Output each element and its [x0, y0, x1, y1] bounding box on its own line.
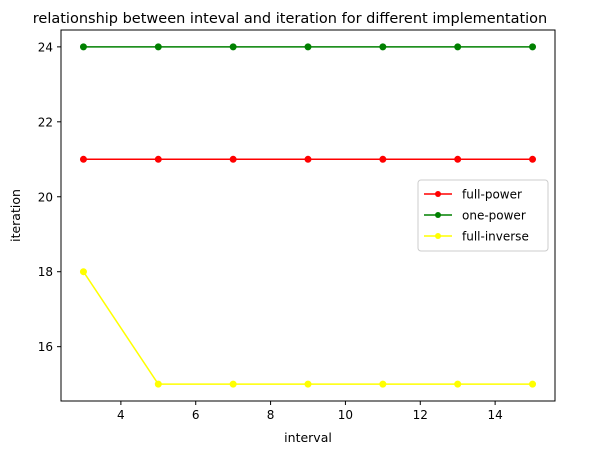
y-axis: 16 18 20 22 24	[38, 40, 61, 354]
legend-box	[417, 179, 549, 252]
data-point	[529, 155, 537, 163]
y-tick-label: 18	[38, 265, 53, 279]
plot-area	[79, 43, 537, 388]
data-point	[304, 155, 312, 163]
data-point	[379, 155, 387, 163]
data-point	[454, 155, 462, 163]
legend: full-power one-power full-inverse	[417, 179, 549, 252]
y-tick-label: 16	[38, 340, 53, 354]
x-tick-label: 10	[338, 408, 353, 422]
data-point	[379, 43, 387, 51]
data-point	[379, 380, 387, 388]
y-tick-label: 24	[38, 40, 53, 54]
data-point	[79, 268, 87, 276]
legend-item: full-inverse	[424, 230, 529, 244]
y-tick-label: 20	[38, 190, 53, 204]
axes-frame	[60, 29, 556, 402]
chart-title: relationship between inteval and iterati…	[33, 11, 547, 27]
x-tick-label: 6	[192, 408, 200, 422]
y-tick-label: 22	[38, 115, 53, 129]
x-axis: 4 6 8 10 12 14	[117, 401, 503, 422]
series-full-power	[79, 155, 537, 163]
x-tick-label: 12	[413, 408, 428, 422]
data-point	[229, 43, 237, 51]
data-point	[154, 380, 162, 388]
data-point	[154, 43, 162, 51]
legend-marker	[435, 233, 441, 239]
data-point	[154, 155, 162, 163]
legend-marker	[435, 191, 441, 197]
x-tick-label: 8	[267, 408, 275, 422]
y-axis-label: iteration	[8, 189, 23, 242]
data-point	[79, 155, 87, 163]
data-point	[79, 43, 87, 51]
series-one-power	[79, 43, 537, 51]
data-point	[229, 155, 237, 163]
x-axis-label: interval	[284, 430, 332, 445]
legend-label: one-power	[462, 209, 526, 223]
legend-label: full-power	[462, 188, 522, 202]
data-point	[454, 380, 462, 388]
series-full-inverse	[79, 268, 537, 388]
data-point	[304, 380, 312, 388]
legend-item: full-power	[424, 188, 522, 202]
x-tick-label: 4	[117, 408, 125, 422]
data-point	[304, 43, 312, 51]
legend-item: one-power	[424, 209, 526, 223]
x-tick-label: 14	[487, 408, 502, 422]
legend-label: full-inverse	[462, 230, 529, 244]
data-point	[454, 43, 462, 51]
data-point	[529, 380, 537, 388]
data-point	[229, 380, 237, 388]
data-point	[529, 43, 537, 51]
legend-marker	[435, 212, 441, 218]
